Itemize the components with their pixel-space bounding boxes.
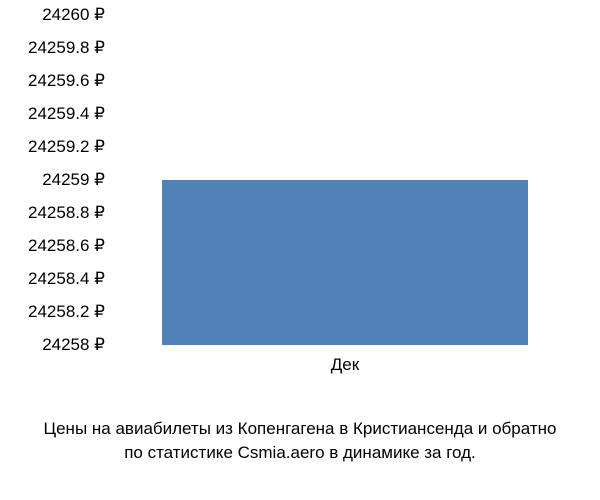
chart-container: 24260 ₽ 24259.8 ₽ 24259.6 ₽ 24259.4 ₽ 24…: [0, 0, 600, 500]
bar-dec: [162, 180, 529, 345]
y-tick-label: 24259.4 ₽: [28, 104, 105, 124]
caption-line-2: по статистике Csmia.aero в динамике за г…: [0, 441, 600, 465]
y-tick-label: 24258.2 ₽: [28, 302, 105, 322]
chart-caption: Цены на авиабилеты из Копенгагена в Крис…: [0, 417, 600, 465]
y-tick-label: 24258.6 ₽: [28, 236, 105, 256]
y-tick-label: 24258 ₽: [42, 335, 105, 355]
y-tick-label: 24259 ₽: [42, 170, 105, 190]
y-tick-label: 24260 ₽: [42, 5, 105, 25]
y-tick-label: 24258.8 ₽: [28, 203, 105, 223]
y-tick-label: 24259.6 ₽: [28, 71, 105, 91]
plot-area: [110, 15, 580, 345]
caption-line-1: Цены на авиабилеты из Копенгагена в Крис…: [0, 417, 600, 441]
y-tick-label: 24259.8 ₽: [28, 38, 105, 58]
y-tick-label: 24259.2 ₽: [28, 137, 105, 157]
x-tick-label: Дек: [331, 355, 359, 375]
y-axis: 24260 ₽ 24259.8 ₽ 24259.6 ₽ 24259.4 ₽ 24…: [0, 15, 105, 345]
y-tick-label: 24258.4 ₽: [28, 269, 105, 289]
